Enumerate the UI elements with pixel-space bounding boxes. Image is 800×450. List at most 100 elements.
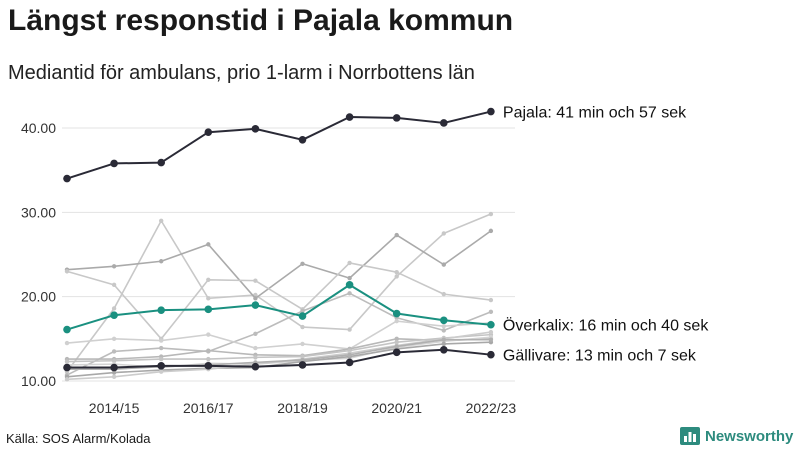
- overkalix-series-point: [487, 320, 495, 329]
- background-series-6-point: [159, 356, 164, 362]
- x-tick-label: 2018/19: [277, 400, 328, 416]
- overkalix-series-line: [66, 283, 491, 331]
- background-series-6-point: [111, 358, 117, 363]
- overkalix-series-point: [345, 281, 354, 289]
- background-series-4-point: [111, 336, 117, 342]
- gallivare-series-line: [67, 348, 492, 369]
- background-series-2-point: [394, 270, 399, 275]
- background-series-0-point: [300, 324, 305, 330]
- background-series-5-point: [206, 348, 211, 353]
- background-series-10-line: [67, 338, 491, 370]
- gallivare-series-point: [345, 358, 354, 367]
- pajala-series-point: [157, 158, 165, 167]
- background-series-6-point: [64, 359, 70, 364]
- y-tick-label: 30.00: [21, 204, 56, 220]
- overkalix-series-point: [110, 311, 118, 320]
- background-series-2-point: [111, 282, 117, 288]
- background-series-0-point: [206, 296, 211, 301]
- background-series-9-point: [159, 369, 164, 374]
- x-tick-label: 2014/15: [89, 400, 140, 416]
- background-series-2-point: [206, 277, 211, 282]
- pajala-end-label: Pajala: 41 min och 57 sek: [503, 105, 687, 122]
- overkalix-series-point: [204, 305, 213, 314]
- background-series-1-point: [206, 242, 211, 247]
- source-note: Källa: SOS Alarm/Kolada: [6, 431, 151, 446]
- pajala-series-point: [204, 128, 213, 137]
- pajala-series-point: [63, 174, 71, 183]
- background-series-6-point: [206, 356, 211, 362]
- background-series-3-point: [253, 331, 258, 336]
- background-series-4-point: [441, 323, 446, 329]
- gallivare-series-point: [487, 350, 495, 359]
- background-series-4-point: [394, 318, 399, 324]
- background-series-5-point: [394, 336, 399, 342]
- gallivare-series-point: [204, 362, 213, 370]
- overkalix-end-label: Överkalix: 16 min och 40 sek: [503, 317, 709, 335]
- background-series-1-point: [394, 232, 399, 238]
- gallivare-series-point: [251, 362, 260, 371]
- gallivare-end-label: Gällivare: 13 min och 7 sek: [503, 348, 697, 365]
- gallivare-series-point: [110, 363, 118, 372]
- background-series-6-point: [394, 340, 399, 345]
- background-series-1-point: [488, 228, 494, 234]
- background-series-6-point: [253, 355, 258, 360]
- background-series-0-point: [111, 306, 117, 311]
- background-series-4-point: [159, 338, 164, 343]
- background-series-10-point: [300, 357, 305, 363]
- overkalix-series-point: [157, 306, 165, 314]
- background-series-3-point: [159, 345, 164, 351]
- background-series-2-point: [253, 278, 258, 283]
- background-series-2-line: [66, 262, 491, 340]
- background-series-1-line: [66, 230, 492, 300]
- overkalix-series-point: [63, 325, 71, 334]
- background-series-1-point: [159, 259, 164, 264]
- pajala-series-point: [487, 107, 495, 116]
- background-series-9-point: [111, 374, 117, 379]
- pajala-series-point: [392, 114, 401, 122]
- gallivare-series-point: [157, 362, 165, 370]
- background-series-4-line: [66, 320, 491, 350]
- background-series-1-point: [347, 275, 352, 281]
- axis-labels: 10.00 20.00 30.00 40.00 2014/15 2016/17 2018/1…: [21, 120, 516, 416]
- pajala-series-point: [110, 159, 118, 168]
- overkalix-series-point: [392, 309, 401, 318]
- x-tick-label: 2016/17: [183, 400, 234, 416]
- overkalix-series-point: [251, 301, 260, 309]
- background-series-9-point: [488, 329, 494, 335]
- y-tick-label: 40.00: [21, 120, 56, 136]
- chart-subtitle: Mediantid för ambulans, prio 1-larm i No…: [8, 62, 475, 84]
- background-series-10-point: [394, 344, 399, 349]
- background-series-0-point: [347, 327, 352, 332]
- background-series-3-point: [347, 291, 352, 296]
- background-series-0-point: [394, 274, 399, 279]
- background-series-3-point: [111, 349, 117, 354]
- x-tick-label: 2020/21: [371, 400, 422, 416]
- y-tick-label: 20.00: [21, 289, 56, 305]
- background-series-4-point: [300, 341, 305, 347]
- background-series-0-point: [441, 231, 446, 236]
- background-series-2-point: [441, 291, 446, 297]
- background-series-10-point: [441, 337, 446, 342]
- background-series-0-line: [66, 213, 492, 373]
- pajala-series-point: [251, 125, 260, 133]
- y-tick-label: 10.00: [21, 373, 56, 389]
- background-series-10-point: [347, 352, 352, 358]
- gallivare-series-point: [392, 348, 401, 357]
- pajala-series-point: [298, 136, 307, 144]
- background-series-3-point: [488, 309, 494, 315]
- background-series-4-point: [206, 332, 211, 337]
- background-series-9-point: [64, 377, 70, 382]
- chart-title: Längst responstid i Pajala kommun: [8, 4, 514, 37]
- background-series-2-point: [64, 269, 70, 274]
- overkalix-series-point: [298, 312, 307, 320]
- gallivare-series-point: [440, 345, 448, 354]
- newsworthy-bar-chart-icon: [680, 427, 700, 445]
- brand-name: Newsworthy: [705, 427, 794, 445]
- background-series-10-point: [488, 337, 494, 342]
- pajala-series-point: [440, 119, 448, 127]
- background-series-0-point: [488, 211, 494, 217]
- background-series-2-point: [488, 297, 494, 303]
- background-series-8-point: [441, 341, 446, 347]
- background-series-8-line: [66, 341, 491, 378]
